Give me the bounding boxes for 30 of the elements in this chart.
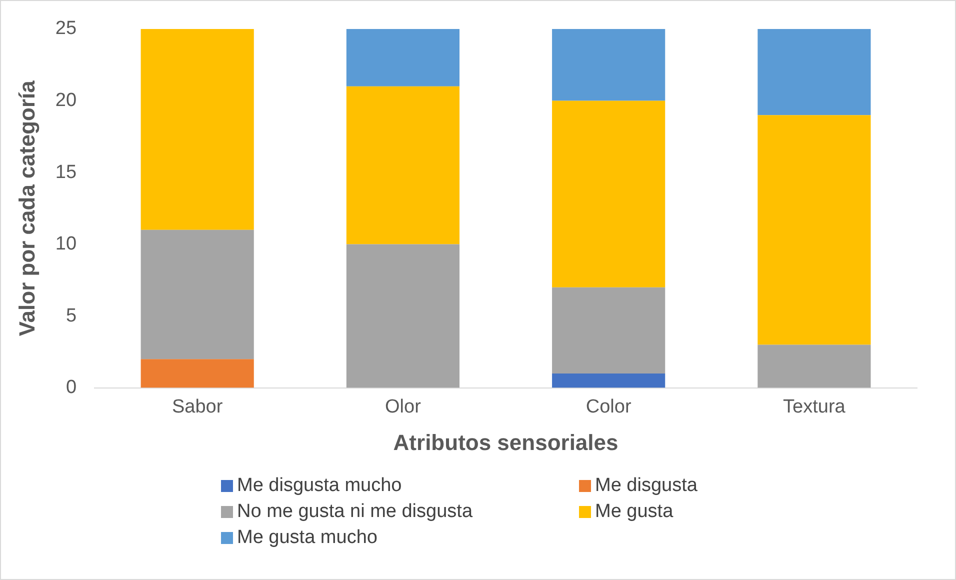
y-tick-label: 25 <box>55 18 77 40</box>
legend-label: Me disgusta mucho <box>237 475 402 497</box>
x-tick-label: Olor <box>385 396 422 418</box>
legend-label: No me gusta ni me disgusta <box>237 501 473 523</box>
bar <box>758 115 871 345</box>
bar <box>758 344 871 388</box>
bar <box>346 29 460 86</box>
y-tick-label: 10 <box>55 234 77 255</box>
bar <box>552 29 666 101</box>
y-tick-label: 20 <box>55 90 77 111</box>
bar <box>346 244 460 388</box>
bar <box>140 29 254 230</box>
legend-label: Me gusta mucho <box>237 527 378 549</box>
bar <box>552 373 666 388</box>
legend-label: Me gusta <box>595 501 674 523</box>
bar <box>552 100 666 288</box>
bar <box>552 287 666 374</box>
y-tick-label: 5 <box>66 305 77 326</box>
x-axis-title: Atributos sensoriales <box>393 430 618 455</box>
bar <box>140 359 254 388</box>
bar <box>140 230 254 360</box>
bar <box>346 86 460 244</box>
legend-label: Me disgusta <box>595 475 698 497</box>
y-axis-title: Valor por cada categoría <box>14 80 40 336</box>
bar <box>758 29 871 116</box>
y-tick-label: 15 <box>55 162 77 183</box>
x-tick-label: Sabor <box>172 396 224 418</box>
x-tick-label: Color <box>586 396 632 418</box>
y-tick-label: 0 <box>66 377 77 398</box>
x-tick-label: Textura <box>783 396 846 418</box>
